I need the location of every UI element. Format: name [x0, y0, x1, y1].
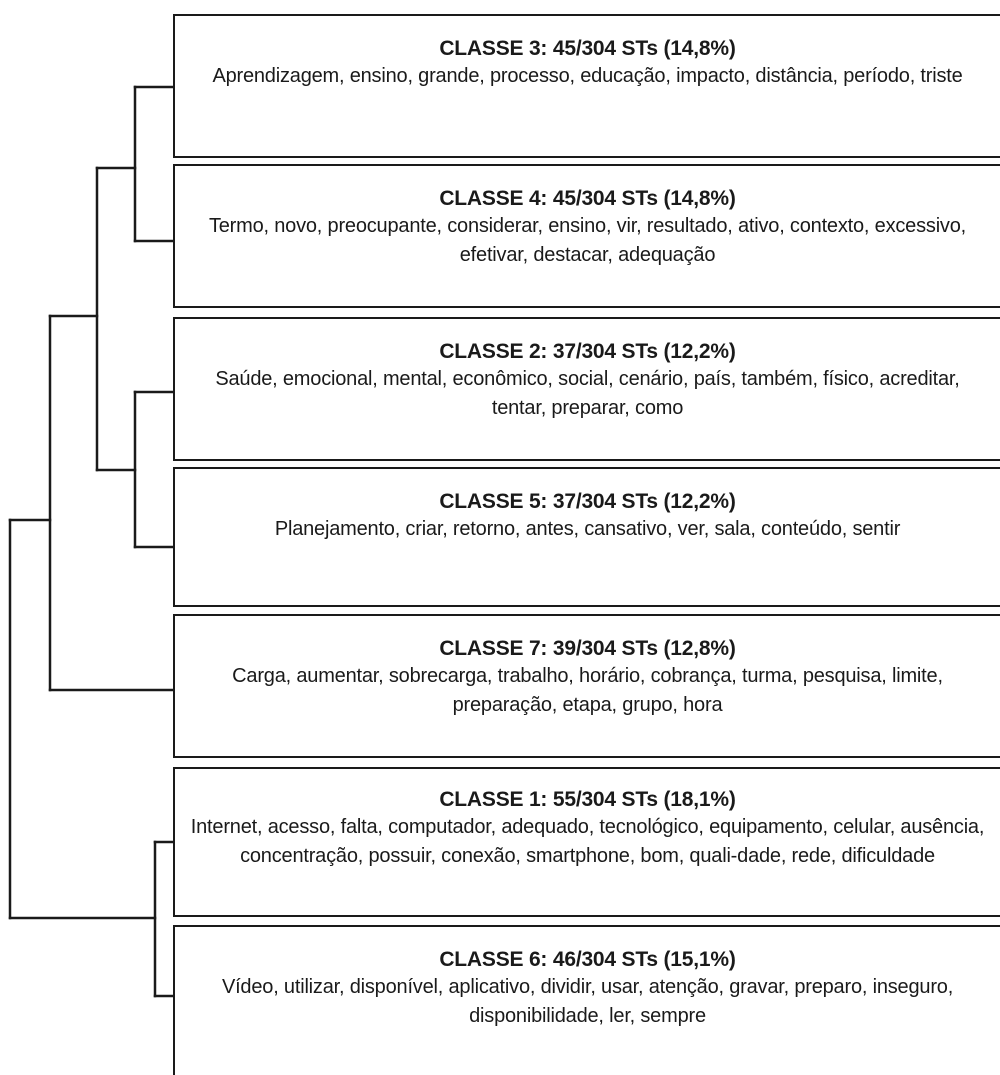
class-words: Planejamento, criar, retorno, antes, can…	[274, 518, 901, 540]
class-box-3: CLASSE 3: 45/304 STs (14,8%) Aprendizage…	[173, 14, 1000, 158]
class-title: CLASSE 2: 37/304 STs (12,2%)	[439, 340, 736, 363]
class-box-7: CLASSE 7: 39/304 STs (12,8%) Carga, aume…	[173, 614, 1000, 758]
class-words: Internet, acesso, falta, computador, ade…	[190, 816, 985, 867]
class-title: CLASSE 7: 39/304 STs (12,8%)	[439, 637, 736, 660]
class-words: Saúde, emocional, mental, econômico, soc…	[215, 368, 960, 419]
class-title: CLASSE 1: 55/304 STs (18,1%)	[439, 788, 736, 811]
class-title: CLASSE 4: 45/304 STs (14,8%)	[439, 187, 736, 210]
class-box-2: CLASSE 2: 37/304 STs (12,2%) Saúde, emoc…	[173, 317, 1000, 461]
class-title: CLASSE 3: 45/304 STs (14,8%)	[439, 37, 736, 60]
class-words: Aprendizagem, ensino, grande, processo, …	[212, 65, 963, 87]
class-box-6: CLASSE 6: 46/304 STs (15,1%) Vídeo, util…	[173, 925, 1000, 1075]
class-words: Vídeo, utilizar, disponível, aplicativo,…	[221, 976, 954, 1027]
class-box-5: CLASSE 5: 37/304 STs (12,2%) Planejament…	[173, 467, 1000, 607]
class-box-4: CLASSE 4: 45/304 STs (14,8%) Termo, novo…	[173, 164, 1000, 308]
class-words: Carga, aumentar, sobrecarga, trabalho, h…	[232, 665, 943, 716]
class-box-1: CLASSE 1: 55/304 STs (18,1%) Internet, a…	[173, 767, 1000, 917]
class-words: Termo, novo, preocupante, considerar, en…	[208, 215, 967, 266]
class-title: CLASSE 6: 46/304 STs (15,1%)	[439, 948, 736, 971]
class-title: CLASSE 5: 37/304 STs (12,2%)	[439, 490, 736, 513]
